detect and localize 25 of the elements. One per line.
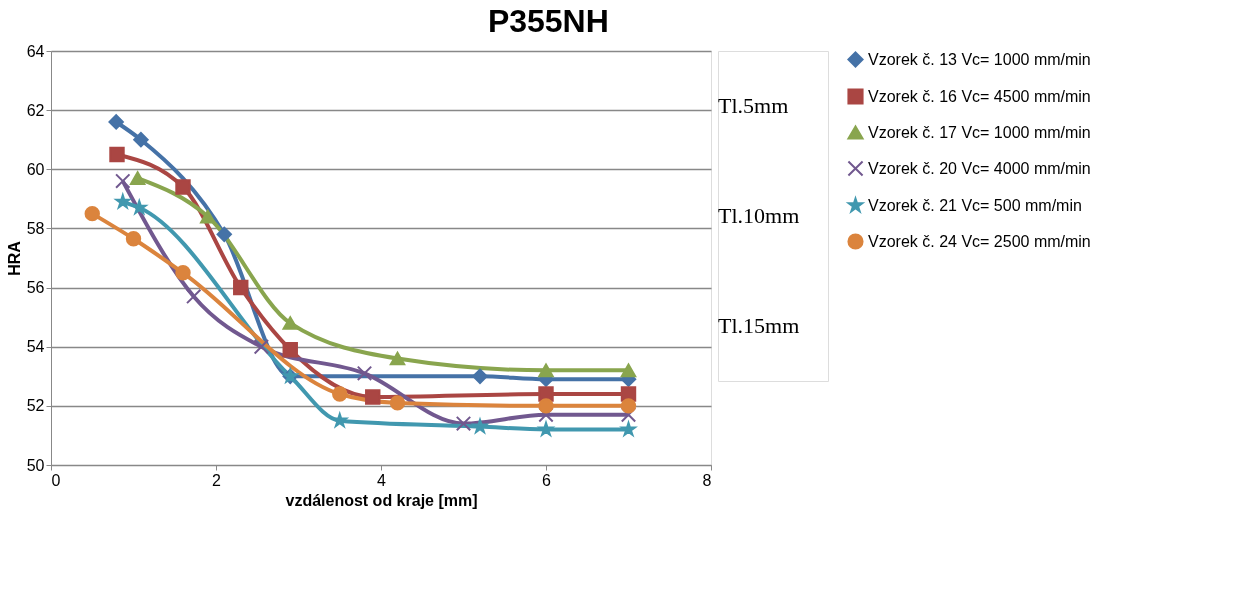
x-tick-label: 0 (51, 471, 61, 489)
legend-label: Vzorek č. 20 Vc= 4000 mm/min (868, 159, 1091, 177)
y-tick-label: 54 (26, 338, 45, 356)
y-axis-title: HRA (5, 240, 23, 276)
legend-label: Vzorek č. 13 Vc= 1000 mm/min (868, 50, 1091, 68)
y-tick-label: 56 (26, 279, 45, 297)
x-axis-title: vzdálenost od kraje [mm] (285, 491, 478, 509)
y-tick-label: 60 (26, 160, 45, 178)
text: Tl.5mm (718, 93, 789, 118)
legend-label: Vzorek č. 24 Vc= 2500 mm/min (868, 232, 1091, 250)
chart-title: P355NH (487, 2, 609, 39)
y-tick-label: 52 (26, 397, 45, 415)
y-tick-label: 58 (26, 219, 45, 237)
y-tick-label: 62 (26, 101, 45, 119)
legend-label: Vzorek č. 21 Vc= 500 mm/min (868, 196, 1082, 214)
x-tick-label: 4 (377, 471, 387, 489)
x-tick-label: 2 (212, 471, 222, 489)
x-tick-label: 8 (702, 471, 712, 489)
x-tick-label: 6 (542, 471, 552, 489)
legend-label: Vzorek č. 16 Vc= 4500 mm/min (868, 87, 1091, 105)
y-tick-label: 50 (26, 456, 45, 474)
legend-label: Vzorek č. 17 Vc= 1000 mm/min (868, 123, 1091, 141)
text: Tl.15mm (718, 313, 800, 338)
text: Tl.10mm (718, 203, 800, 228)
y-tick-label: 64 (26, 42, 45, 60)
